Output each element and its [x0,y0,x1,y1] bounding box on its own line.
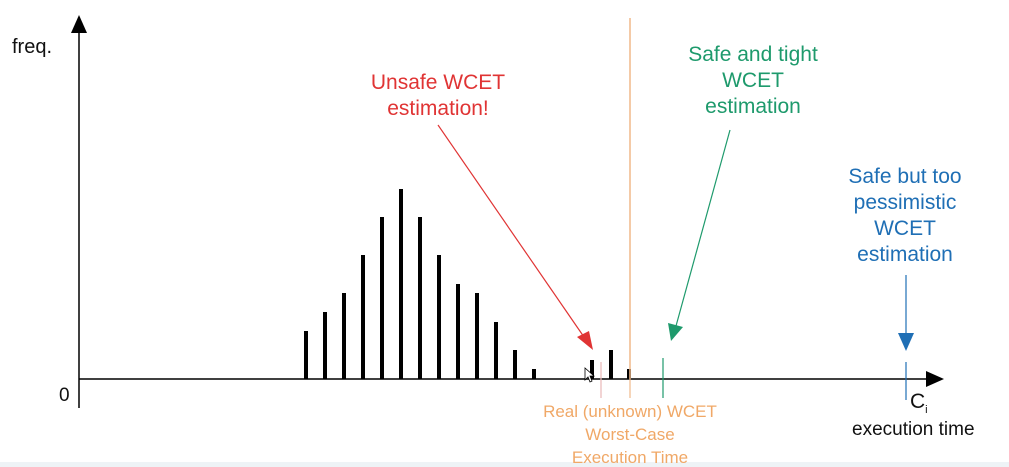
pessimistic-estimation-label: Safe but too pessimistic WCET estimation [810,164,1000,268]
real-wcet-label-line-3: Execution Time [571,448,689,467]
tight-arrowhead [668,323,683,341]
bottom-band [0,462,1009,467]
distribution-bar [475,293,479,379]
real-wcet-label-line-1: Real (unknown) WCET [543,402,717,421]
pessimistic-arrowhead [898,333,914,351]
distribution-bar [513,350,517,379]
x-axis-label: execution time [852,419,975,440]
distribution-bar [323,312,327,379]
real-wcet-label-line-2: Worst-Case [585,425,675,444]
x-axis-symbol: Ci [910,390,928,416]
distribution-bar [399,189,403,379]
x-axis-symbol-letter: C [910,390,926,413]
distribution-bar [304,331,308,379]
distribution-bar [342,293,346,379]
tight-label-line-3: estimation [705,95,801,118]
pessimistic-label-line-4: estimation [857,243,953,266]
pessimistic-label-line-3: WCET [874,217,936,240]
tight-label-line-1: Safe and tight [688,43,818,66]
pessimistic-label-line-2: pessimistic [853,191,957,214]
mouse-cursor-icon [584,367,596,383]
real-wcet-label: Real (unknown) WCET Worst-Case Execution… [510,400,750,467]
distribution-bar [609,350,613,379]
origin-label: 0 [59,385,70,406]
safe-tight-estimation-label: Safe and tight WCET estimation [653,42,853,120]
pessimistic-label-line-1: Safe but too [848,165,962,188]
distribution-bar [627,369,631,379]
distribution-bar [361,255,365,379]
tight-label-line-2: WCET [722,69,784,92]
distribution-bar [380,217,384,379]
unsafe-arrowhead [577,331,593,350]
x-axis-symbol-subscript: i [925,404,928,417]
y-axis-arrowhead [71,15,87,33]
distribution-bar [532,369,536,379]
distribution-bar [590,360,594,379]
distribution-bar [456,284,460,379]
tight-arrow-line [675,129,731,327]
distribution-bar [494,322,498,379]
distribution-bar [418,217,422,379]
x-axis-arrowhead [926,371,944,387]
unsafe-label-line-2: estimation! [387,97,489,120]
unsafe-label-line-1: Unsafe WCET [370,71,506,94]
execution-time-distribution [304,189,631,379]
distribution-bar [437,255,441,379]
y-axis-label: freq. [12,36,53,58]
unsafe-estimation-label: Unsafe WCET estimation! [318,70,558,122]
unsafe-arrow-line [437,124,585,338]
